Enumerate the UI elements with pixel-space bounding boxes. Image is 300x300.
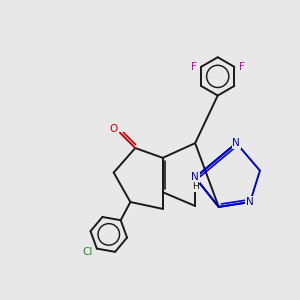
Text: F: F <box>239 62 244 72</box>
Text: N: N <box>246 197 254 207</box>
Text: N: N <box>232 138 240 148</box>
Text: F: F <box>191 62 197 72</box>
Text: Cl: Cl <box>83 247 93 256</box>
Text: H: H <box>192 182 199 191</box>
Text: O: O <box>110 124 118 134</box>
Text: N: N <box>191 172 199 182</box>
